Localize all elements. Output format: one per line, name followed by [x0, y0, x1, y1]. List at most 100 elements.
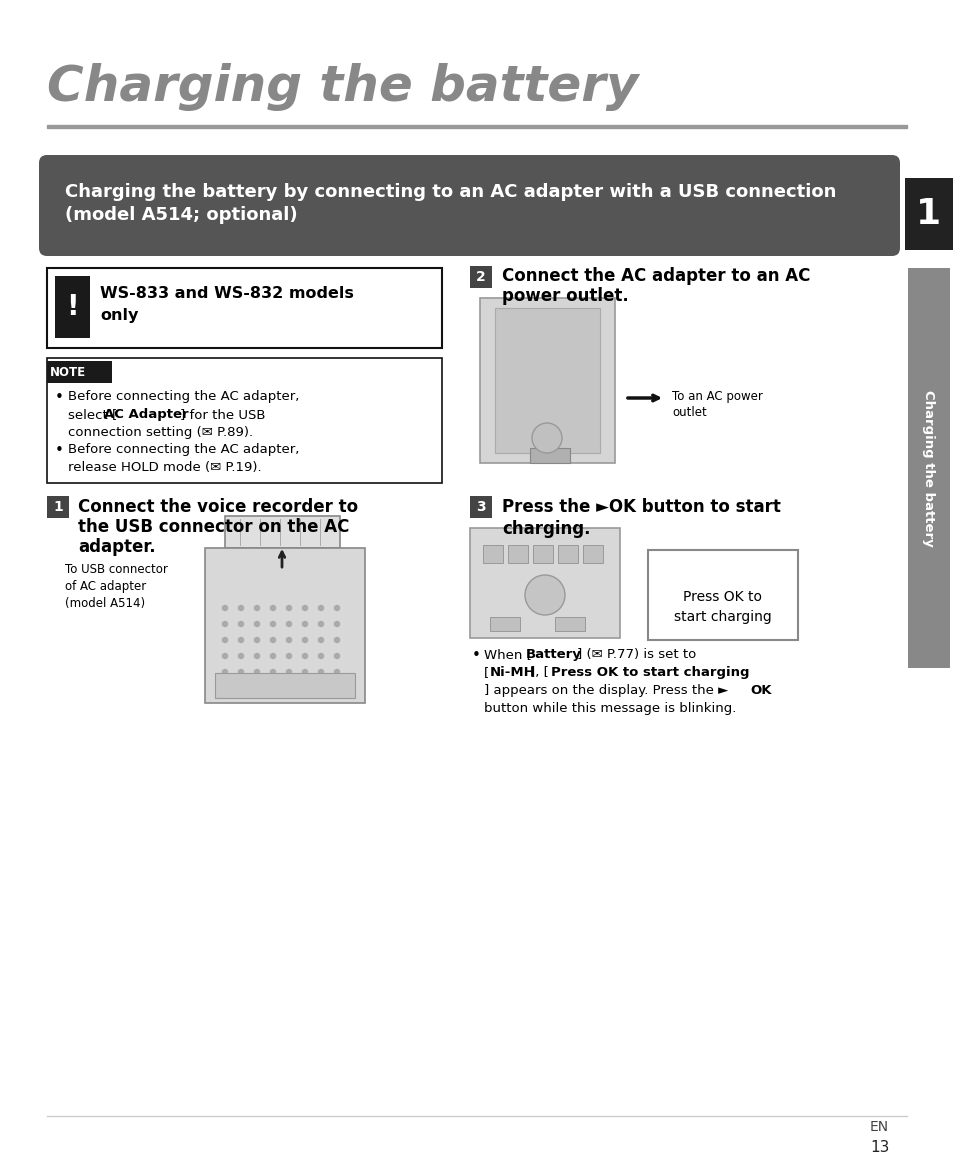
- Bar: [530, 448, 569, 463]
- Circle shape: [271, 653, 275, 659]
- Circle shape: [271, 669, 275, 674]
- Bar: [482, 545, 502, 563]
- Text: Press OK to: Press OK to: [682, 589, 761, 604]
- Bar: [558, 545, 578, 563]
- Text: ] (✉ P.77) is set to: ] (✉ P.77) is set to: [577, 648, 696, 661]
- Bar: [47, 125, 906, 129]
- Text: !: !: [66, 293, 78, 321]
- Text: •: •: [55, 444, 64, 459]
- Circle shape: [254, 669, 259, 674]
- Text: (model A514): (model A514): [65, 598, 145, 610]
- Circle shape: [238, 669, 243, 674]
- Circle shape: [254, 622, 259, 626]
- Circle shape: [335, 638, 339, 643]
- Bar: [47, 267, 441, 349]
- Bar: [507, 545, 527, 563]
- Text: ], [: ], [: [530, 666, 548, 679]
- Circle shape: [222, 638, 227, 643]
- Circle shape: [286, 669, 292, 674]
- Circle shape: [254, 638, 259, 643]
- Text: of AC adapter: of AC adapter: [65, 580, 146, 593]
- Bar: [470, 528, 619, 638]
- Bar: [490, 617, 519, 631]
- Text: power outlet.: power outlet.: [501, 287, 628, 305]
- Text: 2: 2: [476, 270, 485, 284]
- Text: AC Adapter: AC Adapter: [104, 408, 189, 422]
- Bar: [47, 361, 112, 383]
- Text: ] for the USB: ] for the USB: [180, 408, 265, 422]
- Bar: [214, 673, 355, 698]
- Circle shape: [335, 669, 339, 674]
- Text: Before connecting the AC adapter,: Before connecting the AC adapter,: [68, 390, 299, 403]
- Circle shape: [238, 686, 243, 690]
- Text: adapter.: adapter.: [78, 538, 155, 556]
- Circle shape: [318, 686, 323, 690]
- Bar: [47, 496, 69, 518]
- Circle shape: [286, 638, 292, 643]
- Circle shape: [286, 606, 292, 610]
- Circle shape: [254, 686, 259, 690]
- Circle shape: [238, 606, 243, 610]
- Text: release HOLD mode (✉ P.19).: release HOLD mode (✉ P.19).: [68, 461, 261, 474]
- Circle shape: [238, 638, 243, 643]
- Text: Connect the voice recorder to: Connect the voice recorder to: [78, 498, 357, 516]
- Circle shape: [335, 653, 339, 659]
- Text: (model A514; optional): (model A514; optional): [65, 206, 297, 223]
- Circle shape: [335, 606, 339, 610]
- Bar: [470, 266, 492, 288]
- Text: Press OK to start charging: Press OK to start charging: [551, 666, 749, 679]
- FancyBboxPatch shape: [39, 155, 899, 256]
- Circle shape: [335, 686, 339, 690]
- Text: WS-833 and WS-832 models: WS-833 and WS-832 models: [100, 286, 354, 301]
- Circle shape: [254, 606, 259, 610]
- Circle shape: [318, 638, 323, 643]
- Text: Charging the battery: Charging the battery: [922, 389, 935, 547]
- Text: Ni-MH: Ni-MH: [490, 666, 536, 679]
- Text: ] appears on the display. Press the ►: ] appears on the display. Press the ►: [483, 684, 727, 697]
- Circle shape: [286, 686, 292, 690]
- Bar: [470, 496, 492, 518]
- Bar: [225, 516, 339, 548]
- Bar: [479, 298, 615, 463]
- Circle shape: [222, 606, 227, 610]
- Circle shape: [238, 653, 243, 659]
- Circle shape: [318, 622, 323, 626]
- Bar: [555, 617, 584, 631]
- Text: Press the ►OK button to start: Press the ►OK button to start: [501, 498, 781, 516]
- Text: outlet: outlet: [671, 406, 706, 419]
- Text: When [: When [: [483, 648, 532, 661]
- Text: •: •: [472, 648, 480, 664]
- Text: Charging the battery by connecting to an AC adapter with a USB connection: Charging the battery by connecting to an…: [65, 183, 836, 201]
- Circle shape: [271, 686, 275, 690]
- Text: EN: EN: [869, 1120, 888, 1134]
- Circle shape: [302, 606, 307, 610]
- Bar: [907, 267, 949, 668]
- Circle shape: [222, 653, 227, 659]
- Text: To an AC power: To an AC power: [671, 390, 762, 403]
- Text: button while this message is blinking.: button while this message is blinking.: [483, 702, 736, 714]
- Circle shape: [302, 686, 307, 690]
- Text: 13: 13: [869, 1139, 888, 1155]
- Text: Connect the AC adapter to an AC: Connect the AC adapter to an AC: [501, 267, 809, 285]
- Bar: [47, 358, 441, 483]
- Text: [: [: [483, 666, 489, 679]
- Text: 1: 1: [53, 500, 63, 514]
- Circle shape: [335, 622, 339, 626]
- Circle shape: [222, 669, 227, 674]
- Circle shape: [318, 606, 323, 610]
- Circle shape: [222, 686, 227, 690]
- Circle shape: [318, 653, 323, 659]
- Circle shape: [271, 606, 275, 610]
- Bar: [582, 545, 602, 563]
- Text: charging.: charging.: [501, 520, 590, 538]
- Circle shape: [302, 669, 307, 674]
- Circle shape: [302, 638, 307, 643]
- Bar: [495, 308, 599, 453]
- Circle shape: [286, 653, 292, 659]
- Bar: [55, 276, 90, 338]
- Text: only: only: [100, 308, 138, 323]
- Circle shape: [271, 622, 275, 626]
- Text: To USB connector: To USB connector: [65, 563, 168, 576]
- Circle shape: [238, 622, 243, 626]
- Text: Battery: Battery: [525, 648, 581, 661]
